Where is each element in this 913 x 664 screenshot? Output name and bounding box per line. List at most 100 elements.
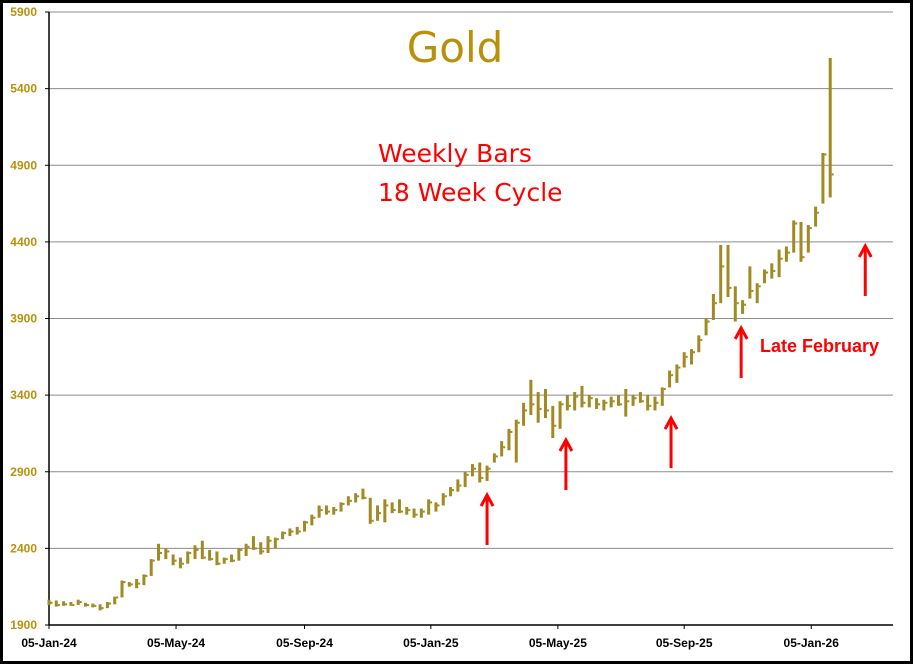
bar-close-tick (539, 407, 542, 410)
y-tick-label: 3900 (10, 312, 37, 326)
bar-range (573, 392, 577, 411)
y-tick-label: 3400 (10, 388, 37, 402)
weekly-bar (208, 549, 214, 561)
x-tick-label: 05-Sep-24 (276, 636, 333, 650)
bar-close-tick (364, 496, 367, 499)
bar-close-tick (196, 548, 199, 551)
bar-close-tick (663, 387, 666, 390)
weekly-bar (616, 395, 622, 406)
weekly-bar (412, 508, 418, 518)
weekly-bar (806, 225, 812, 253)
bar-close-tick (254, 547, 257, 550)
weekly-bar (682, 352, 688, 368)
bar-range (69, 602, 73, 606)
bar-close-tick (503, 446, 506, 449)
bar-range (288, 528, 292, 537)
bar-range (616, 395, 620, 406)
bar-range (251, 536, 255, 550)
bar-range (427, 499, 431, 515)
bar-close-tick (751, 289, 754, 292)
bar-close-tick (437, 504, 440, 507)
bar-range (551, 405, 555, 439)
weekly-bar (660, 387, 666, 406)
bar-close-tick (72, 604, 75, 607)
weekly-bar (383, 499, 389, 523)
bar-range (91, 603, 95, 608)
bar-range (624, 388, 628, 417)
weekly-bar (449, 487, 455, 497)
arrow-head (733, 324, 749, 340)
bar-close-tick (203, 556, 206, 559)
y-tick-label: 5400 (10, 82, 37, 96)
bar-close-tick (473, 467, 476, 470)
y-tick-label: 2900 (10, 465, 37, 479)
bar-range (164, 548, 168, 560)
red-arrow (733, 324, 749, 378)
bar-range (609, 396, 613, 408)
weekly-bar (76, 599, 82, 606)
weekly-bar (222, 557, 228, 564)
weekly-bar (339, 502, 345, 512)
weekly-bar (266, 536, 272, 553)
bar-close-tick (87, 604, 90, 607)
bar-close-tick (685, 355, 688, 358)
weekly-bar (295, 526, 301, 535)
weekly-bar (376, 505, 382, 521)
weekly-bar (288, 528, 294, 537)
weekly-bar (113, 596, 119, 605)
bar-close-tick (189, 551, 192, 554)
bar-close-tick (160, 551, 163, 554)
bar-range (266, 536, 270, 553)
x-tick-label: 05-Jan-26 (784, 636, 840, 650)
weekly-bar (324, 505, 330, 515)
bar-range (105, 602, 109, 609)
bar-range (595, 398, 599, 409)
bar-close-tick (773, 269, 776, 272)
bar-range (814, 206, 818, 227)
y-axis-ticks: 1900 2400 2900 3400 3900 4400 4900 5400 5900 (10, 5, 49, 632)
bar-range (244, 543, 248, 557)
weekly-bar (244, 543, 250, 557)
bar-close-tick (561, 403, 564, 406)
bar-close-tick (306, 521, 309, 524)
bar-range (368, 497, 372, 524)
bar-range (748, 266, 752, 299)
weekly-bar (697, 335, 703, 353)
bar-close-tick (641, 400, 644, 403)
weekly-bar (726, 244, 732, 298)
bar-close-tick (554, 424, 557, 427)
bar-close-tick (393, 509, 396, 512)
weekly-bar (821, 152, 827, 204)
weekly-bar (98, 604, 104, 611)
bar-close-tick (729, 286, 732, 289)
bar-range (215, 551, 219, 566)
bar-range (492, 453, 496, 463)
bar-range (470, 464, 474, 477)
bar-range (208, 549, 212, 561)
bar-close-tick (342, 502, 345, 505)
bar-range (186, 551, 190, 564)
x-axis-ticks: 05-Jan-24 05-May-24 05-Sep-24 05-Jan-25 05-M… (21, 625, 839, 650)
weekly-bar (303, 520, 309, 532)
bar-close-tick (671, 374, 674, 377)
weekly-bar (54, 600, 60, 607)
bar-close-tick (218, 562, 221, 565)
red-arrow (857, 242, 873, 296)
bar-close-tick (444, 495, 447, 498)
bar-close-tick (787, 251, 790, 254)
weekly-bar (368, 497, 374, 524)
bar-close-tick (269, 539, 272, 542)
bar-range (580, 385, 584, 408)
y-tick-label: 2400 (10, 541, 37, 555)
weekly-bar (463, 471, 469, 488)
bar-range (828, 57, 832, 198)
bar-range (317, 505, 321, 518)
weekly-bar (777, 249, 783, 278)
bar-close-tick (298, 530, 301, 533)
weekly-bar (259, 542, 265, 555)
bar-close-tick (50, 601, 53, 604)
bar-range (529, 379, 533, 416)
bar-range (76, 599, 80, 606)
bar-range (405, 506, 409, 515)
bar-range (806, 225, 810, 253)
